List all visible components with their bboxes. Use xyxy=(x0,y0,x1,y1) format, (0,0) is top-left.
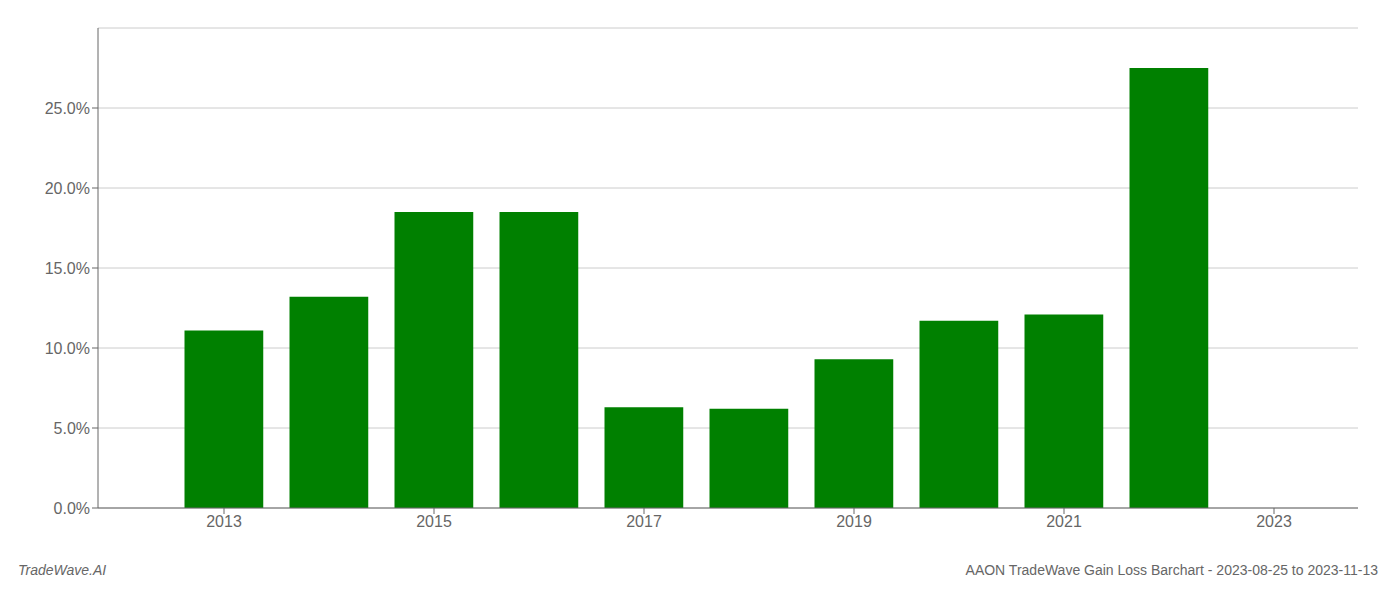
html-text:AAON TradeWave Gain Loss Barch: AAON TradeWave Gain Loss Barchart - 2023… xyxy=(965,562,1378,578)
html-text:TradeWave.AI: TradeWave.AI xyxy=(18,562,107,578)
svg-text:2013: 2013 xyxy=(206,513,242,530)
svg-text:2015: 2015 xyxy=(416,513,452,530)
svg-text:10.0%: 10.0% xyxy=(45,340,90,357)
svg-text:25.0%: 25.0% xyxy=(45,100,90,117)
svg-text:0.0%: 0.0% xyxy=(54,500,90,517)
svg-text:2021: 2021 xyxy=(1046,513,1082,530)
svg-text:15.0%: 15.0% xyxy=(45,260,90,277)
svg-text:2023: 2023 xyxy=(1256,513,1292,530)
svg-text:20.0%: 20.0% xyxy=(45,180,90,197)
svg-text:2017: 2017 xyxy=(626,513,662,530)
svg-text:5.0%: 5.0% xyxy=(54,420,90,437)
svg-text:2019: 2019 xyxy=(836,513,872,530)
